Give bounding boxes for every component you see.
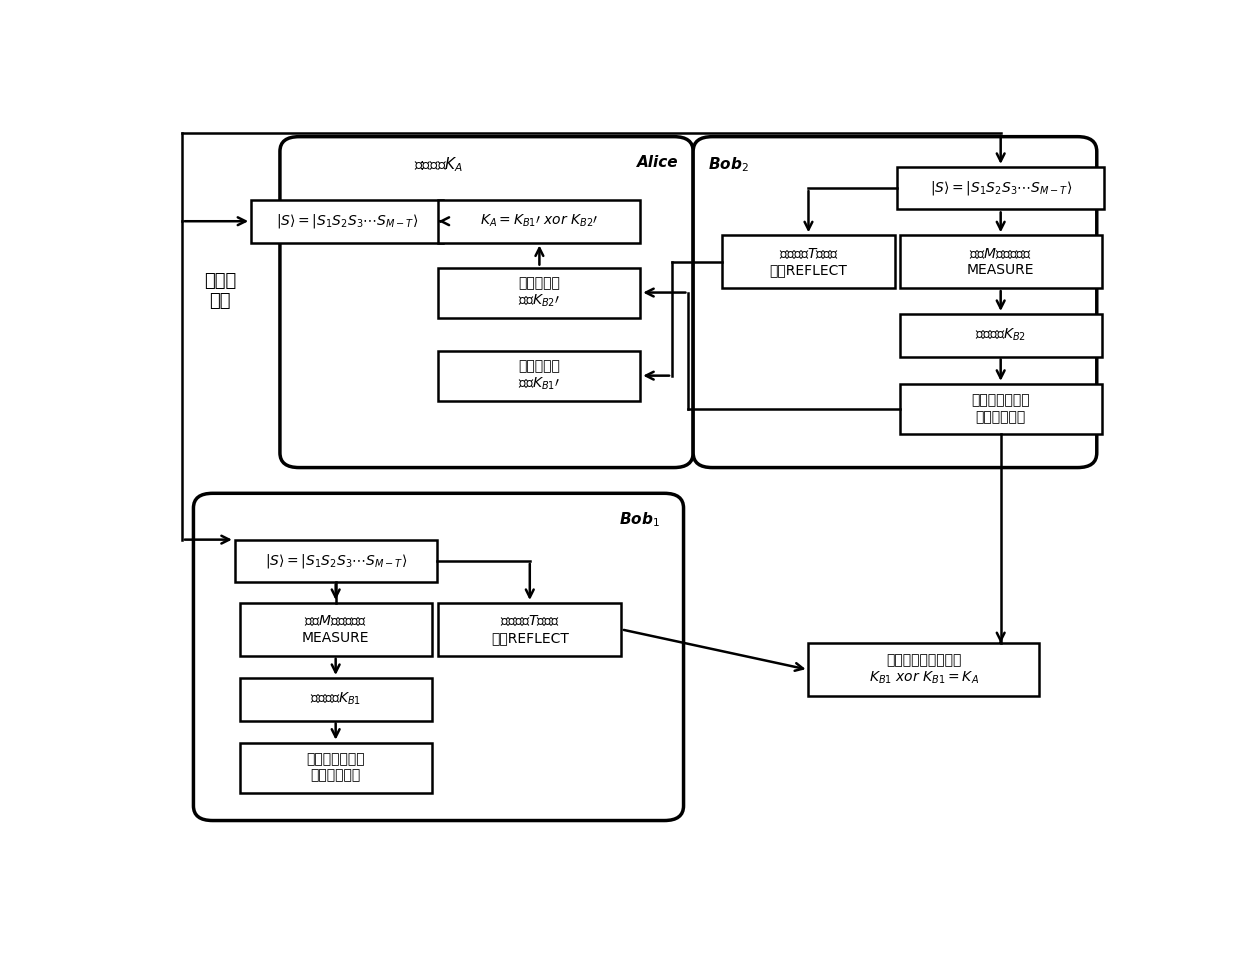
Bar	[239, 678, 432, 720]
Bar	[439, 350, 640, 401]
Bar	[898, 167, 1104, 209]
Text: Bob$_1$: Bob$_1$	[619, 510, 660, 529]
Text: 选择$M$个粒子执行
MEASURE: 选择$M$个粒子执行 MEASURE	[967, 246, 1034, 277]
Text: 对剩下的$T$个粒子
执行REFLECT: 对剩下的$T$个粒子 执行REFLECT	[491, 614, 569, 645]
Text: 制备与测量结果
相同的量子态: 制备与测量结果 相同的量子态	[971, 393, 1030, 424]
Bar	[234, 540, 436, 583]
Bar	[439, 603, 621, 656]
Text: 单光子
序列: 单光子 序列	[205, 271, 237, 310]
FancyBboxPatch shape	[280, 137, 693, 468]
Bar	[439, 200, 640, 243]
Text: 测量结果$K_{B1}$: 测量结果$K_{B1}$	[310, 691, 361, 708]
Bar	[239, 603, 432, 656]
Text: 制备与测量结果
相同的量子态: 制备与测量结果 相同的量子态	[306, 753, 365, 783]
Bar	[900, 314, 1101, 356]
Text: 对剩下的$T$个粒子
执行REFLECT: 对剩下的$T$个粒子 执行REFLECT	[770, 246, 847, 277]
Text: 窃听检测后
获得$K_{B2}\prime$: 窃听检测后 获得$K_{B2}\prime$	[518, 276, 560, 309]
Text: $K_A=K_{B1}\prime$ $xor$ $K_{B2}\prime$: $K_A=K_{B1}\prime$ $xor$ $K_{B2}\prime$	[480, 213, 599, 229]
Bar	[808, 644, 1039, 696]
Bar	[722, 235, 895, 288]
Text: $|S\rangle=|S_1S_2S_3\cdots S_{M-T}\rangle$: $|S\rangle=|S_1S_2S_3\cdots S_{M-T}\rang…	[264, 552, 407, 570]
Text: Alice: Alice	[637, 155, 678, 170]
Text: $|S\rangle=|S_1S_2S_3\cdots S_{M-T}\rangle$: $|S\rangle=|S_1S_2S_3\cdots S_{M-T}\rang…	[930, 180, 1071, 197]
Bar	[250, 200, 444, 243]
Text: 诚实合作者秘密信息
$K_{B1}$ $xor$ $K_{B1}=K_A$: 诚实合作者秘密信息 $K_{B1}$ $xor$ $K_{B1}=K_A$	[869, 653, 978, 687]
Bar	[239, 743, 432, 793]
Text: Bob$_2$: Bob$_2$	[708, 155, 749, 174]
Bar	[900, 235, 1101, 288]
Bar	[439, 267, 640, 318]
Text: 窃听检测后
获得$K_{B1}\prime$: 窃听检测后 获得$K_{B1}\prime$	[518, 359, 560, 393]
Text: $|S\rangle=|S_1S_2S_3\cdots S_{M-T}\rangle$: $|S\rangle=|S_1S_2S_3\cdots S_{M-T}\rang…	[277, 212, 418, 230]
Bar	[900, 384, 1101, 434]
FancyBboxPatch shape	[193, 494, 683, 820]
Text: 选择$M$个粒子执行
MEASURE: 选择$M$个粒子执行 MEASURE	[301, 614, 370, 645]
FancyBboxPatch shape	[693, 137, 1096, 468]
Text: 测量结果$K_{B2}$: 测量结果$K_{B2}$	[975, 327, 1027, 344]
Text: 秘密信息$K_A$: 秘密信息$K_A$	[414, 155, 464, 174]
